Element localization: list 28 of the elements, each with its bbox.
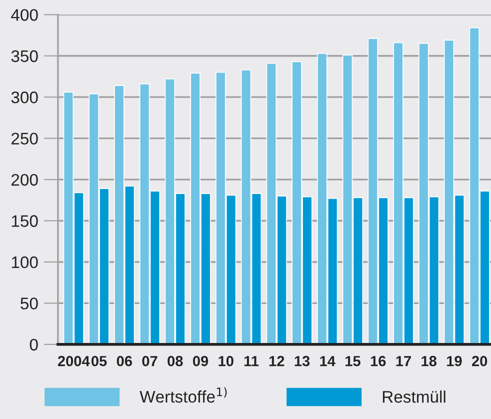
x-tick-label: 16 bbox=[370, 356, 386, 366]
x-tick-label: 18 bbox=[422, 356, 437, 366]
y-tick-label: 400 bbox=[11, 9, 38, 21]
x-tick-label: 13 bbox=[294, 356, 310, 366]
x-tick-label: 15 bbox=[346, 356, 360, 366]
x-tick-label: 2004 bbox=[58, 356, 90, 366]
x-tick-label: 08 bbox=[168, 356, 183, 366]
x-tick-label: 20 bbox=[472, 356, 488, 366]
legend-label: Restmüll bbox=[382, 390, 446, 403]
x-tick-label: 06 bbox=[116, 356, 132, 366]
y-tick-label: 250 bbox=[12, 132, 38, 145]
x-tick-label: 14 bbox=[320, 356, 336, 366]
x-tick-label: 19 bbox=[447, 356, 462, 366]
y-tick-label: 150 bbox=[12, 215, 38, 227]
x-tick-label: 09 bbox=[192, 356, 208, 366]
x-tick-label: 05 bbox=[92, 356, 107, 366]
y-tick-label: 0 bbox=[30, 338, 38, 351]
y-tick-label: 50 bbox=[20, 298, 38, 310]
y-tick-label: 350 bbox=[11, 50, 38, 62]
x-tick-label: 10 bbox=[218, 356, 234, 366]
x-tick-label: 17 bbox=[396, 356, 411, 366]
x-tick-label: 07 bbox=[142, 356, 158, 366]
x-tick-label: 12 bbox=[269, 356, 284, 366]
x-tick-label: 11 bbox=[244, 356, 259, 366]
y-tick-label: 100 bbox=[12, 256, 38, 268]
y-tick-label: 300 bbox=[11, 92, 38, 104]
y-tick-label: 200 bbox=[12, 174, 38, 186]
legend-label: Wertstoffe$^{1)}$ bbox=[140, 387, 227, 403]
